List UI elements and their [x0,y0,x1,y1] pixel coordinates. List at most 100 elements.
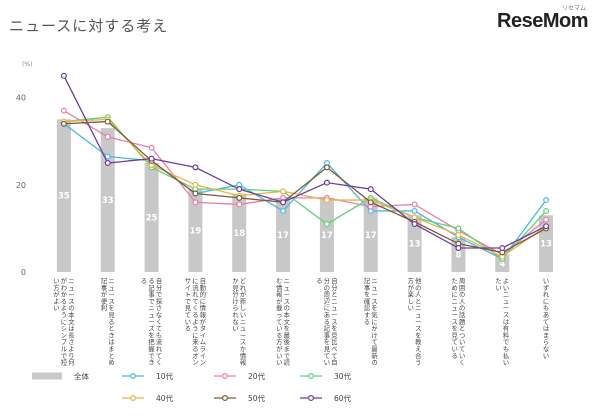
series-point [499,245,506,252]
category-char: 見 [324,345,331,353]
category-char: 報 [240,359,247,367]
category-char: ラ [200,345,206,353]
category-char: 文 [284,317,291,326]
category-char: 探 [156,296,163,305]
legend-label: 20代 [248,371,266,381]
category-char: ニ [452,298,458,305]
category-char: 事 [364,283,371,292]
bar-zentai [100,128,115,272]
legend: 全体 10代 20代 30代 40代 50代 60代 [32,371,352,403]
category-char: て [276,319,282,326]
category-char: よ [192,318,198,326]
category-char: ュ [371,285,377,292]
category-char: が [240,290,247,299]
category-char: 情 [200,303,207,312]
category-char: さ [156,304,162,312]
category-char: し [240,304,246,312]
category-char: が [101,290,108,299]
category-char: め [108,359,114,367]
bar-zentai [56,119,71,273]
category-char: ム [200,338,206,346]
category-char: に [192,331,198,339]
category-char: に [324,304,330,312]
category-char: 報 [276,291,283,299]
bar-value-label: 19 [189,227,201,237]
page-title: ニュースに対する考え [9,17,169,35]
category-char: ス [415,325,421,333]
category-char: る [192,345,198,353]
category-char: ュ [331,305,337,312]
logo-subtext: リセマム [561,5,586,12]
category-char: ュ [284,285,290,292]
category-char: 比 [331,337,337,346]
series-point [367,186,374,193]
category-char: 便 [101,297,108,305]
category-char: 把 [148,337,155,346]
category-char: に [371,318,377,326]
category-char: の [459,292,465,299]
category-char: よ [61,304,67,312]
category-char: い [53,277,59,285]
category-char: タ [200,324,206,333]
series-line-3 [63,118,547,258]
category-char: ス [240,338,246,346]
bar-value-label: 17 [321,231,333,241]
category-char: も [156,331,162,339]
series-point [60,120,67,127]
y-tick-label: 20 [16,181,26,190]
category-char: で [148,353,154,360]
category-char: に [192,277,198,285]
bar-value-label: 17 [277,231,289,241]
category-char: 見 [108,311,115,319]
category-char: ス [148,325,154,333]
category-char: い [53,304,59,312]
category-char: ず [543,283,549,292]
category-char: に [452,291,458,299]
category-char: な [543,345,549,353]
category-char: 本 [68,310,75,319]
series-point [236,201,243,208]
bar-value-label: 33 [102,196,114,206]
bar-zentai [495,254,510,272]
category-char: で [61,353,67,360]
category-char: ン [200,360,206,367]
category-char: よ [503,277,509,285]
category-char: い [503,284,509,292]
series-lines [60,72,550,262]
series-point [367,199,374,206]
category-char: て [452,339,458,346]
category-char: さ [68,338,74,346]
category-char: い [495,284,501,292]
category-char: か [240,345,247,353]
category-char: な [232,318,238,326]
series-point [148,144,155,151]
category-char: て [371,339,377,346]
series-point [104,133,111,140]
category-char: に [200,297,206,305]
category-char: る [316,277,322,285]
category-char: ニ [284,278,290,285]
category-char: 方 [276,337,282,346]
category-char: ー [68,292,74,299]
category-char: が [53,290,60,299]
resemom-logo: ReseMom [497,10,588,32]
category-char: り [68,352,74,360]
bar-value-label: 4 [499,259,505,269]
category-char: ど [240,277,247,285]
category-char: て [331,353,337,360]
category-char: 事 [148,290,155,299]
category-char: ー [503,305,509,312]
category-char: 動 [200,283,206,292]
category-char: ニ [148,305,154,312]
category-char: よ [53,297,59,305]
bar-value-label: 13 [409,240,421,250]
category-char: 方 [53,283,59,292]
category-char: 最 [284,331,291,339]
category-char: わ [61,284,67,292]
category-char: て [156,353,162,360]
